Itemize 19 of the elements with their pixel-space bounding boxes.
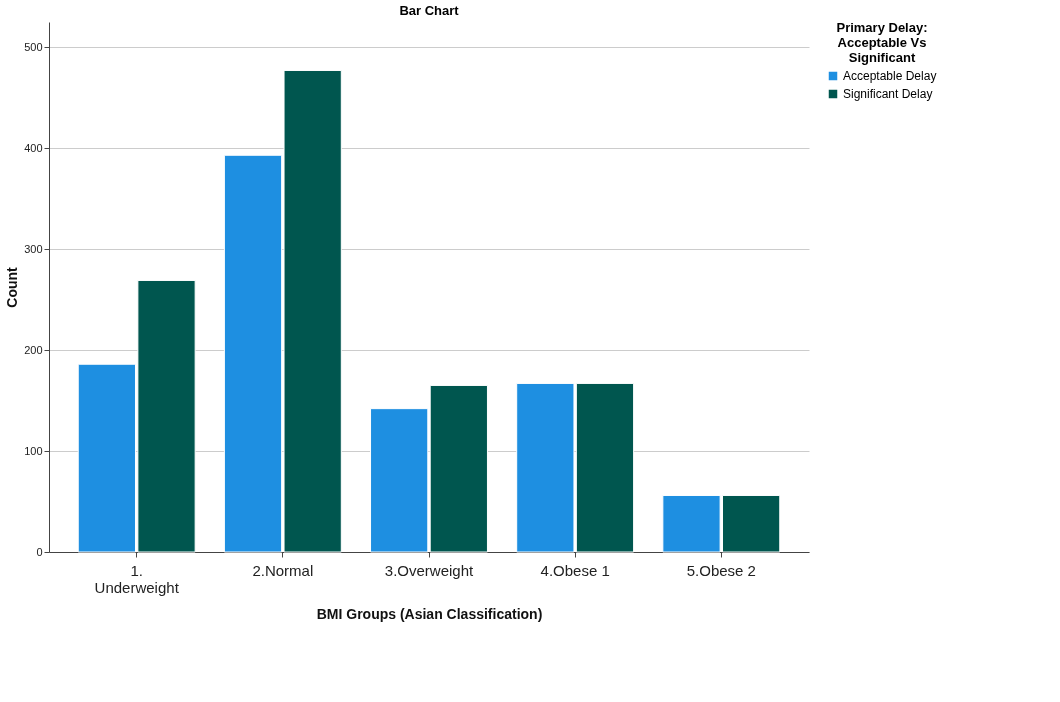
legend-label: Significant Delay xyxy=(843,87,933,101)
bar xyxy=(429,384,488,553)
bar xyxy=(370,408,429,553)
y-tick-label: 500 xyxy=(24,40,43,53)
x-tick-label: 1. Underweight xyxy=(94,561,180,596)
y-axis-title: Count xyxy=(4,266,21,308)
x-tick-label: 5.Obese 2 xyxy=(686,561,756,579)
y-tick-label: 100 xyxy=(24,444,43,457)
x-tick-label: 2.Normal xyxy=(252,561,314,579)
legend-title: Primary Delay: Acceptable Vs Significant xyxy=(836,20,928,65)
x-axis-title: BMI Groups (Asian Classification) xyxy=(316,605,543,622)
y-tick-label: 300 xyxy=(24,242,43,255)
chart-title: Bar Chart xyxy=(399,3,460,18)
y-tick-label: 400 xyxy=(24,141,43,154)
x-tick-label: 4.Obese 1 xyxy=(540,561,610,579)
x-tick-label: 3.Overweight xyxy=(384,561,475,579)
y-tick-label: 0 xyxy=(36,545,43,558)
legend-label: Acceptable Delay xyxy=(843,69,937,83)
y-tick-label: 200 xyxy=(24,343,43,356)
